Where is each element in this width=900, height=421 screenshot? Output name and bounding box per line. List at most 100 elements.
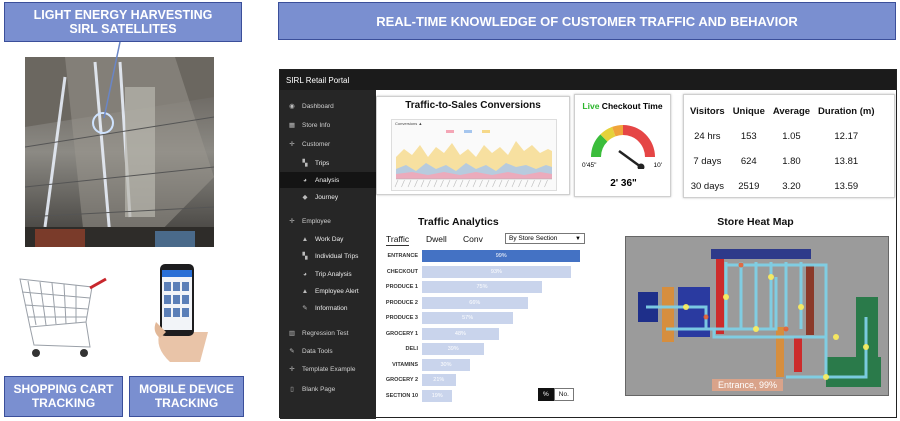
bar-produce-2[interactable]: 66% [422, 296, 528, 309]
stats-header: Unique [732, 106, 765, 117]
mini-x-tick [505, 179, 509, 188]
map-icon: ▚ [302, 253, 308, 260]
sidebar-item-store-info[interactable]: ▦ Store Info [280, 117, 376, 133]
cart-label-line2: TRACKING [31, 395, 96, 410]
bar-value-label: 19% [431, 392, 443, 399]
sidebar-item-analysis[interactable]: ◕ Analysis [280, 172, 376, 188]
gauge-segment [600, 126, 616, 142]
heatmap-paths [646, 262, 868, 379]
sidebar-item-blank-page[interactable]: ▯ Blank Page [280, 381, 376, 397]
visitors-stats-card: Visitors Unique Average Duration (m) 24 hrs 1… [683, 94, 895, 198]
stats-header: Visitors [690, 106, 725, 117]
bar-produce-1[interactable]: 75% [422, 281, 542, 293]
bar-category-label: DELI [405, 346, 418, 352]
bar-value-label: 66% [469, 299, 481, 306]
stats-cell: 12.17 [834, 131, 859, 142]
bar-checkout[interactable]: 93% [422, 265, 571, 278]
sidebar-item-information[interactable]: ✎ Information [280, 300, 376, 316]
sidebar-item-trips[interactable]: ▚ Trips [280, 155, 376, 171]
traffic-analytics-panel: Traffic Analytics Traffic Dwell Conv By … [378, 212, 593, 417]
mini-x-tick [407, 179, 412, 188]
mini-x-tick [440, 179, 444, 188]
sidebar-item-label: Regression Test [302, 329, 349, 337]
bar-value-label: 21% [433, 377, 445, 383]
satellite-highlight-circle [92, 112, 114, 134]
sidebar-item-label: Store Info [302, 121, 331, 129]
sidebar-item-label: Journey [315, 193, 339, 201]
sidebar-item-journey[interactable]: ◆ Journey [280, 189, 376, 205]
bar-grocery-2[interactable]: 21% [422, 374, 456, 386]
warning-icon: ▲ [301, 287, 309, 295]
edit-icon: ✎ [302, 305, 308, 312]
bar-section-10[interactable]: 19% [422, 389, 453, 402]
satellites-label-line1: LIGHT ENERGY HARVESTING [33, 7, 213, 22]
pie-chart-icon: ◕ [303, 270, 307, 278]
stats-row: 24 hrs 153 1.05 12.17 [686, 124, 879, 149]
portal-topbar: SIRL Retail Portal [280, 70, 896, 90]
conversions-mini-title: Conversions ▲ [395, 121, 423, 126]
bar-produce-3[interactable]: 57% [422, 312, 514, 324]
checkout-title-live: Live [582, 101, 600, 111]
sidebar-item-trip-analysis[interactable]: ◕ Trip Analysis [280, 266, 376, 282]
store-section-select[interactable]: By Store Section ▼ [505, 233, 585, 244]
retail-portal-window: SIRL Retail Portal ◉ Dashboard ▦ Store Info… [279, 69, 897, 419]
stats-cell: 3.20 [782, 181, 801, 192]
sidebar-item-individual-trips[interactable]: ▚ Individual Trips [280, 248, 376, 264]
bar-category-label: PRODUCE 2 [385, 299, 418, 306]
sidebar-item-employee[interactable]: ✛ Employee [280, 213, 376, 229]
sidebar: ◉ Dashboard ▦ Store Info ✛ Customer ▚ Trips ◕ Ana… [280, 90, 376, 419]
gauge-min-label: 0'45" [582, 162, 597, 169]
conversions-area-chart [394, 130, 552, 188]
sidebar-item-label: Employee Alert [315, 287, 359, 295]
conversions-card: Traffic-to-Sales Conversions Conversions… [376, 96, 570, 195]
bar-category-label: CHECKOUT [386, 268, 418, 275]
stats-row: 7 days 624 1.80 13.81 [686, 149, 879, 174]
bar-grocery-1[interactable]: 48% [422, 327, 499, 340]
mini-x-tick [459, 179, 464, 188]
tab-conv[interactable]: Conv [463, 234, 483, 244]
toggle-number[interactable]: No. [553, 388, 574, 401]
conversions-title: Traffic-to-Sales Conversions [405, 100, 541, 111]
sidebar-item-dashboard[interactable]: ◉ Dashboard [280, 98, 376, 114]
bar-category-label: PRODUCE 3 [385, 315, 418, 321]
bar-vitamins[interactable]: 30% [422, 358, 470, 371]
bar-value-label: 39% [447, 346, 459, 352]
warehouse-ceiling-photo [25, 57, 214, 247]
heatmap-hotspots-red [703, 262, 789, 332]
sidebar-item-data-tools[interactable]: ✎ Data Tools [280, 343, 376, 359]
stats-header: Average [772, 106, 811, 117]
store-section-select-value: By Store Section [509, 235, 558, 242]
pie-chart-icon: ◕ [303, 176, 307, 184]
sidebar-item-regression-test[interactable]: ▥ Regression Test [280, 325, 376, 341]
bar-value-label: 57% [462, 315, 474, 321]
sidebar-item-employee-alert[interactable]: ▲ Employee Alert [280, 283, 376, 299]
heatmap-image[interactable]: Entrance, 99% [625, 236, 889, 396]
sidebar-item-template-example[interactable]: ✛ Template Example [280, 361, 376, 377]
sidebar-item-label: Employee [302, 217, 331, 225]
checkout-value: 2' 36" [610, 178, 637, 189]
bar-deli[interactable]: 39% [422, 343, 485, 355]
conversions-series-pink [396, 172, 552, 179]
sidebar-item-work-day[interactable]: ▲ Work Day [280, 231, 376, 247]
stats-cell: 30 days [690, 181, 724, 192]
sidebar-item-label: Blank Page [302, 385, 336, 393]
tab-traffic[interactable]: Traffic [386, 234, 410, 246]
bar-category-label: GROCERY 1 [385, 330, 418, 337]
mobile-label-line1: MOBILE DEVICE [139, 381, 234, 396]
satellites-label-line2: SIRL SATELLITES [69, 22, 177, 36]
gauge-max-label: 10' [653, 162, 662, 169]
bar-entrance[interactable]: 99% [422, 250, 581, 262]
toggle-percent[interactable]: % [538, 388, 554, 401]
tab-dwell[interactable]: Dwell [426, 234, 447, 244]
conversions-mini-chart[interactable]: Conversions ▲ [391, 119, 557, 191]
pointer-line [103, 41, 121, 119]
mini-x-tick [531, 179, 535, 188]
portal-title[interactable]: SIRL Retail Portal [286, 75, 350, 85]
sidebar-item-label: Work Day [315, 235, 344, 243]
gauge-segment [623, 125, 655, 157]
stats-cell: 7 days [693, 156, 722, 167]
heatmap-panel: Store Heat Map [623, 212, 893, 417]
sidebar-item-customer[interactable]: ✛ Customer [280, 136, 376, 152]
gauge-needle [618, 149, 642, 169]
gauge-hub [637, 163, 645, 169]
